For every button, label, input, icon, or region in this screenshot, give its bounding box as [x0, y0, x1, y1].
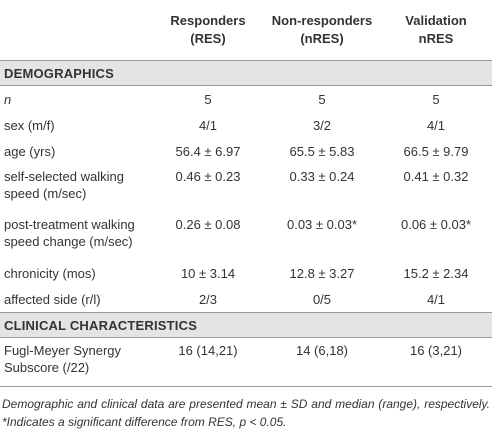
cell: 16 (3,21): [380, 337, 492, 387]
data-row: self-selected walking speed (m/sec) 0.46 ±…: [0, 164, 492, 212]
cell: 0.41 ± 0.32: [403, 169, 469, 184]
label-line: speed change (m/sec): [4, 234, 133, 249]
cell: 15.2 ± 2.34: [403, 265, 469, 281]
cell: 12.8 ± 3.27: [289, 265, 355, 281]
row-label: post-treatment walking speed change (m/se…: [0, 212, 152, 260]
column-header: Validation nRES: [380, 0, 492, 61]
row-label: self-selected walking speed (m/sec): [0, 164, 152, 212]
data-row: Fugl-Meyer Synergy Subscore (/22) 16 (14,2…: [0, 337, 492, 387]
corner: [0, 0, 152, 61]
cell: 66.5 ± 9.79: [403, 143, 469, 159]
data-row: n 5 5 5: [0, 86, 492, 113]
row-label: n: [0, 86, 152, 113]
label-line: speed (m/sec): [4, 186, 87, 201]
cell: 5: [318, 91, 326, 107]
label-line: Subscore (/22): [4, 360, 90, 375]
cell: 16 (14,21): [152, 337, 264, 387]
cell: 0.33 ± 0.24: [289, 169, 355, 184]
section-title: CLINICAL CHARACTERISTICS: [0, 312, 492, 338]
cell: 4/1: [198, 117, 218, 133]
cell: 0.46 ± 0.23: [175, 169, 241, 184]
footnote: Demographic and clinical data are presen…: [2, 397, 490, 429]
cell: 10 ± 3.14: [180, 265, 236, 281]
section-title: DEMOGRAPHICS: [0, 60, 492, 86]
label-line: self-selected walking: [4, 169, 124, 184]
cell: 14 (6,18): [264, 337, 380, 387]
data-row: post-treatment walking speed change (m/se…: [0, 212, 492, 260]
data-row: sex (m/f) 4/1 3/2 4/1: [0, 112, 492, 138]
row-label: Fugl-Meyer Synergy Subscore (/22): [0, 337, 152, 387]
column-header: Non-responders (nRES): [264, 0, 380, 61]
section-row: CLINICAL CHARACTERISTICS: [0, 312, 492, 338]
section-row: DEMOGRAPHICS: [0, 60, 492, 86]
cell: 5: [432, 91, 440, 107]
data-table: Responders (RES) Non-responders (nRES) Valid…: [0, 0, 492, 387]
header-row: Responders (RES) Non-responders (nRES) Valid…: [0, 0, 492, 61]
header-line: nRES: [418, 31, 454, 46]
data-row: age (yrs) 56.4 ± 6.97 65.5 ± 5.83 66.5 ± 9.…: [0, 138, 492, 164]
data-row: affected side (r/l) 2/3 0/5 4/1: [0, 286, 492, 313]
cell: 65.5 ± 5.83: [289, 143, 355, 159]
label-line: Fugl-Meyer Synergy: [4, 343, 122, 358]
header-line: (RES): [190, 31, 226, 46]
label-line: n: [4, 91, 12, 107]
cell: 3/2: [312, 117, 332, 133]
cell: 0.06 ± 0.03*: [400, 217, 472, 232]
column-header: Responders (RES): [152, 0, 264, 61]
row-label: age (yrs): [0, 138, 152, 164]
row-label: chronicity (mos): [0, 260, 152, 286]
label-line: affected side (r/l): [4, 291, 101, 307]
data-row: chronicity (mos) 10 ± 3.14 12.8 ± 3.27 15.2…: [0, 260, 492, 286]
cell: 0.03 ± 0.03*: [286, 217, 358, 232]
label-line: post-treatment walking: [4, 217, 135, 232]
label-line: age (yrs): [4, 143, 56, 159]
cell: 4/1: [426, 291, 446, 307]
header-line: (nRES): [300, 31, 344, 46]
cell: 5: [204, 91, 212, 107]
cell: 4/1: [426, 117, 446, 133]
cell: 0.26 ± 0.08: [175, 217, 241, 232]
label-line: chronicity (mos): [4, 265, 96, 281]
label-line: sex (m/f): [4, 117, 55, 133]
row-label: affected side (r/l): [0, 286, 152, 313]
cell: 56.4 ± 6.97: [175, 143, 241, 159]
header-line: Validation: [405, 13, 467, 28]
header-line: Non-responders: [271, 13, 373, 28]
cell: 0/5: [312, 291, 332, 307]
row-label: sex (m/f): [0, 112, 152, 138]
cell: 2/3: [198, 291, 218, 307]
header-line: Responders: [170, 13, 246, 28]
